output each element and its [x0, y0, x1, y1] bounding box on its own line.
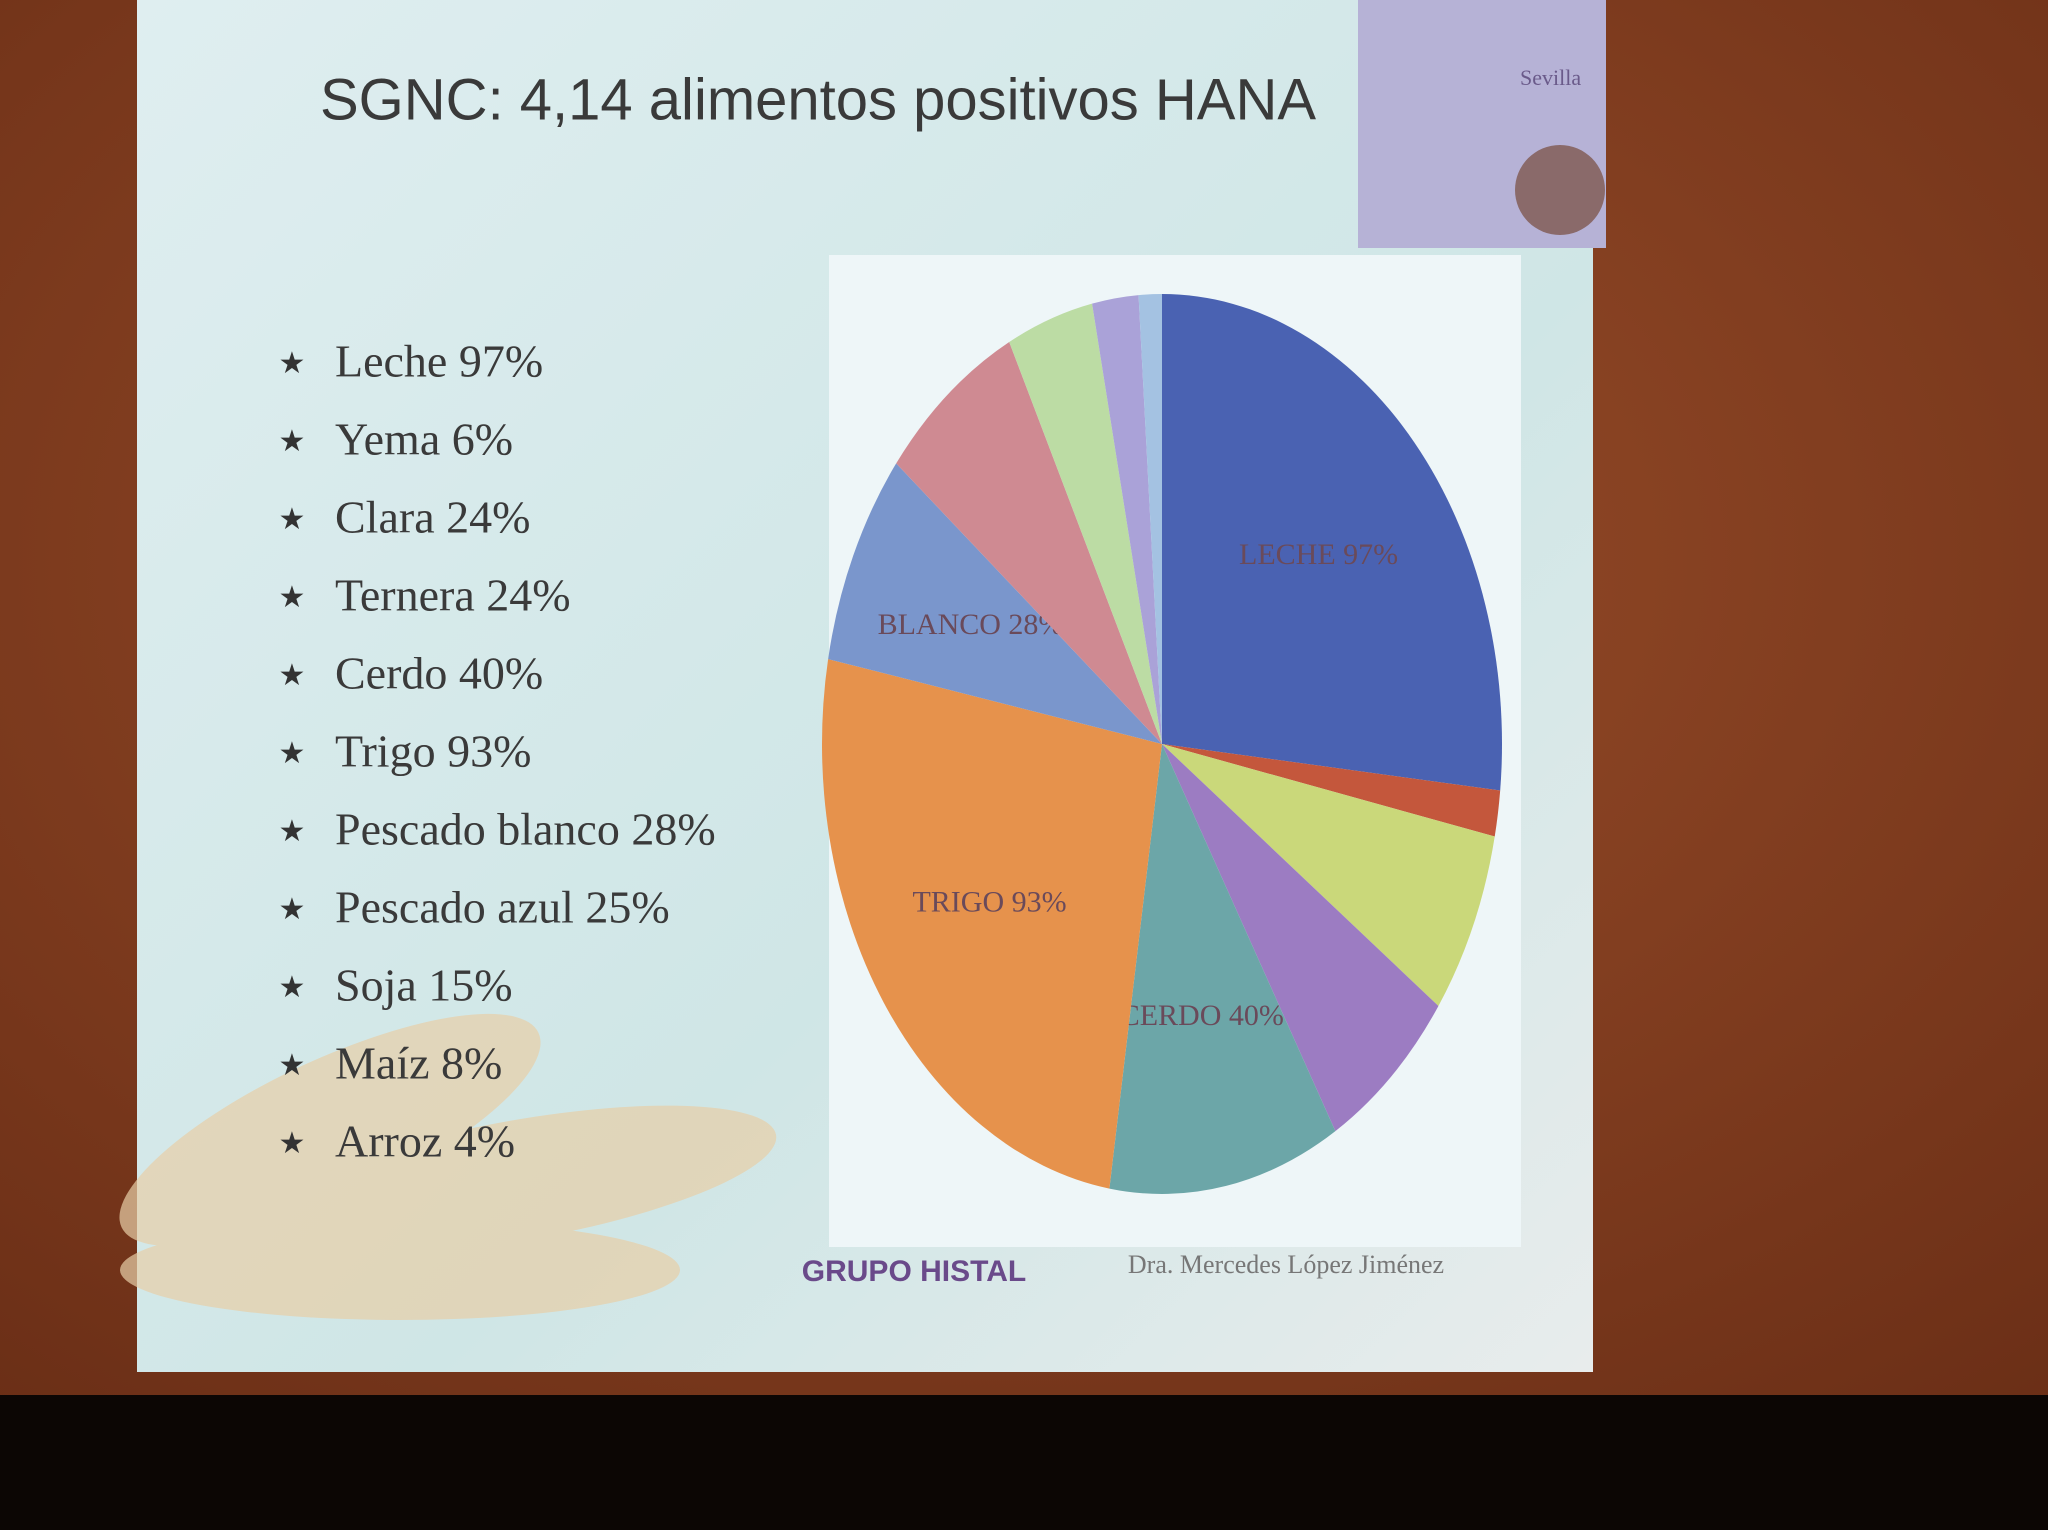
bullet-star: ★ — [279, 737, 306, 770]
bullet-text: Trigo 93% — [335, 726, 531, 777]
wheat-decoration — [119, 1013, 777, 1320]
pie-chart: LECHE 97% CERDO 40% TRIGO 93% BLANCO 28% — [822, 294, 1502, 1194]
bullet-star: ★ — [279, 425, 306, 458]
bullet-text: Ternera 24% — [335, 570, 571, 621]
bullet-star: ★ — [279, 659, 306, 692]
pie-slice — [1092, 295, 1162, 744]
bullet-star: ★ — [279, 893, 306, 926]
slide-title: SGNC: 4,14 alimentos positivos HANA — [320, 67, 1316, 132]
pie-slice — [1162, 744, 1495, 1006]
pie-slice — [1162, 744, 1501, 837]
bullet-text: Yema 6% — [335, 414, 513, 465]
bullet-star: ★ — [279, 1049, 306, 1082]
bullet-text: Pescado blanco 28% — [335, 804, 716, 855]
bullet-star: ★ — [279, 347, 306, 380]
bullet-star: ★ — [279, 1127, 306, 1160]
pie-slice — [1138, 294, 1162, 744]
author: Dra. Mercedes López Jiménez — [1128, 1250, 1444, 1279]
bullet-text: Pescado azul 25% — [335, 882, 670, 933]
bullet-text: Leche 97% — [335, 336, 543, 387]
badge-circle — [1515, 145, 1605, 235]
bullet-star: ★ — [279, 581, 306, 614]
bullet-star: ★ — [279, 815, 306, 848]
bullet-text: Soja 15% — [335, 960, 513, 1011]
bullet-text: Clara 24% — [335, 492, 530, 543]
pie-slice — [1162, 294, 1502, 791]
slice-label: CERDO 40% — [1120, 999, 1284, 1032]
bullet-text: Maíz 8% — [335, 1038, 502, 1089]
bullet-text: Cerdo 40% — [335, 648, 543, 699]
pie-slice — [1109, 744, 1336, 1194]
logo-text: GRUPO HISTAL — [802, 1255, 1026, 1288]
slice-label: TRIGO 93% — [912, 885, 1066, 918]
pie-slice — [828, 463, 1162, 744]
slice-label: BLANCO 28% — [878, 608, 1064, 641]
pie-slice — [1162, 744, 1439, 1132]
pie-slice — [822, 659, 1162, 1189]
bullet-star: ★ — [279, 971, 306, 1004]
badge-text: Sevilla — [1520, 65, 1581, 90]
bullet-list: ★ Leche 97% ★ Yema 6% ★ Clara 24% ★ Ternera 24%… — [279, 336, 716, 1167]
stage-edge — [0, 1395, 2048, 1530]
bullet-star: ★ — [279, 503, 306, 536]
bullet-text: Arroz 4% — [335, 1116, 515, 1167]
pie-slice — [896, 341, 1162, 744]
slice-label: LECHE 97% — [1239, 538, 1398, 571]
pie-slice — [1009, 303, 1162, 744]
